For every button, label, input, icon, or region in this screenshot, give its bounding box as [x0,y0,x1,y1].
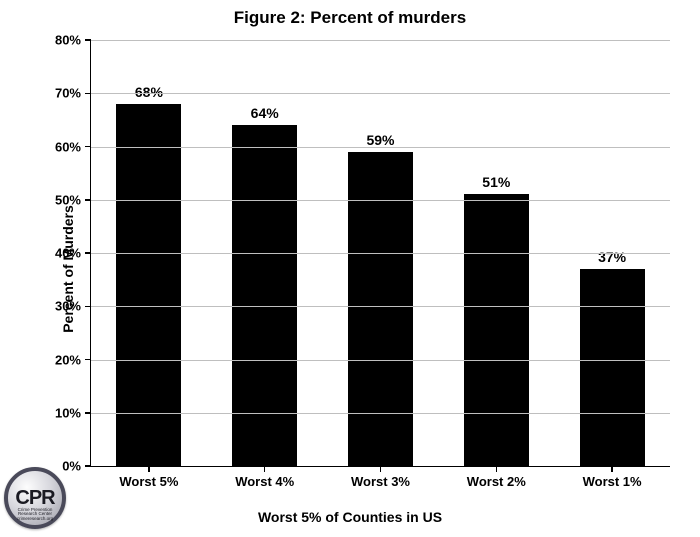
bar [116,104,181,466]
x-tick [496,466,498,472]
logo-subtext: Crime Prevention Research Center crimere… [10,508,60,522]
y-tick [85,359,91,361]
x-axis-label: Worst 5% of Counties in US [0,509,700,525]
y-tick [85,412,91,414]
bar-value-label: 59% [366,132,394,148]
y-tick [85,465,91,467]
y-tick-label: 50% [55,192,81,207]
bar [232,125,297,466]
bar [464,194,529,466]
bar-value-label: 68% [135,84,163,100]
bar [580,269,645,466]
plot-area: 68%64%59%51%37% 0%10%20%30%40%50%60%70%8… [90,40,670,467]
grid-line [91,253,670,254]
x-tick [380,466,382,472]
chart-title: Figure 2: Percent of murders [0,8,700,28]
x-tick-label: Worst 2% [467,474,526,489]
grid-line [91,200,670,201]
x-tick [611,466,613,472]
y-tick-label: 20% [55,352,81,367]
x-tick [264,466,266,472]
grid-line [91,147,670,148]
chart-container: Figure 2: Percent of murders Percent of … [0,0,700,537]
y-tick-label: 30% [55,299,81,314]
logo-line3: crimeresearch.org [10,517,60,522]
y-tick [85,306,91,308]
bar-value-label: 64% [251,105,279,121]
x-tick-label: Worst 5% [119,474,178,489]
y-tick-label: 60% [55,139,81,154]
y-tick [85,199,91,201]
bar-value-label: 51% [482,174,510,190]
y-tick [85,146,91,148]
y-tick [85,252,91,254]
grid-line [91,306,670,307]
y-tick [85,39,91,41]
y-tick-label: 40% [55,246,81,261]
x-tick-label: Worst 4% [235,474,294,489]
grid-line [91,413,670,414]
bar-value-label: 37% [598,249,626,265]
grid-line [91,93,670,94]
y-tick-label: 10% [55,405,81,420]
x-tick-label: Worst 1% [583,474,642,489]
grid-line [91,40,670,41]
y-tick [85,93,91,95]
y-tick-label: 80% [55,33,81,48]
x-tick-label: Worst 3% [351,474,410,489]
x-tick [148,466,150,472]
y-tick-label: 70% [55,86,81,101]
grid-line [91,360,670,361]
cprc-logo: CPR Crime Prevention Research Center cri… [4,467,66,529]
